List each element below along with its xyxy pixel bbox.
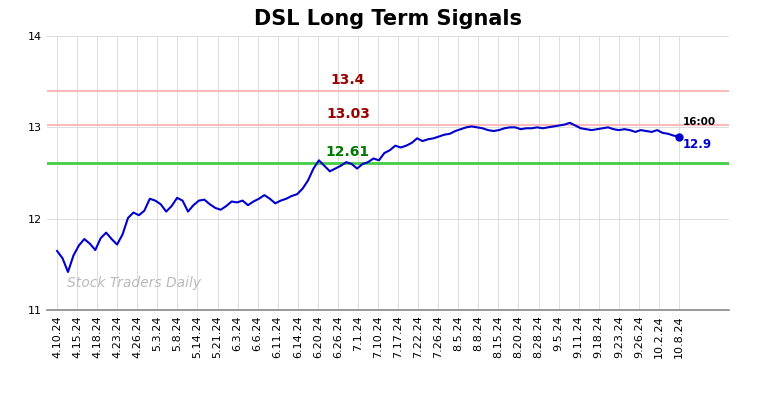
- Text: 12.61: 12.61: [326, 145, 370, 160]
- Text: 13.4: 13.4: [331, 73, 365, 87]
- Text: 16:00: 16:00: [683, 117, 716, 127]
- Text: 12.9: 12.9: [683, 139, 712, 151]
- Text: Stock Traders Daily: Stock Traders Daily: [67, 276, 201, 290]
- Text: 13.03: 13.03: [326, 107, 370, 121]
- Title: DSL Long Term Signals: DSL Long Term Signals: [254, 9, 522, 29]
